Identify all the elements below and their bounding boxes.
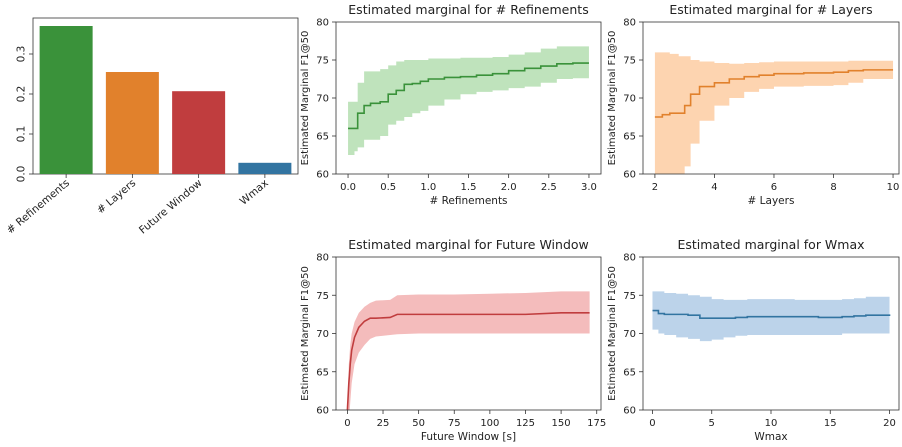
x-tick-label: 4 bbox=[711, 182, 717, 193]
y-tick-label: 75 bbox=[623, 56, 636, 67]
x-tick-label: 2.0 bbox=[501, 182, 517, 193]
y-tick-label: 60 bbox=[623, 406, 636, 417]
y-tick-label: 70 bbox=[623, 94, 636, 105]
x-tick-label: 0.5 bbox=[380, 182, 396, 193]
x-tick-label: 150 bbox=[552, 418, 571, 429]
x-tick-label: 3.0 bbox=[581, 182, 597, 193]
x-tick-label: 100 bbox=[480, 418, 499, 429]
marginal-refinements-plot: 0.0 0.5 1.0 1.5 2.0 2.5 3.0 60 65 70 75 80 Estimated… bbox=[300, 2, 602, 207]
confidence-band bbox=[348, 46, 589, 155]
marginal-layers-plot: 2 4 6 8 10 60 65 70 75 80 Estimated marginal for #… bbox=[607, 2, 900, 207]
y-axis-label: Estimated Marginal F1@50 bbox=[607, 31, 618, 166]
y-tick-label: 75 bbox=[316, 56, 329, 67]
y-tick-label: 60 bbox=[316, 406, 329, 417]
x-tick-label: 25 bbox=[377, 418, 390, 429]
x-tick-label: 0 bbox=[649, 418, 655, 429]
bar bbox=[105, 72, 159, 174]
x-tick-label: 5 bbox=[709, 418, 715, 429]
y-tick-label: 75 bbox=[623, 291, 636, 302]
x-tick-label: 20 bbox=[883, 418, 896, 429]
plot-title: Estimated marginal for # Refinements bbox=[348, 2, 588, 17]
y-tick-label: 65 bbox=[316, 367, 329, 378]
x-tick-label: 0.0 bbox=[340, 182, 356, 193]
marginal-wmax-plot: 0 5 10 15 20 60 65 70 75 80 Estimated marginal for… bbox=[607, 237, 900, 443]
x-tick-label: 175 bbox=[587, 418, 606, 429]
plot-frame bbox=[32, 17, 299, 175]
bar bbox=[238, 162, 292, 174]
x-axis-label: Future Window [s] bbox=[421, 431, 516, 443]
y-tick-label: 60 bbox=[316, 170, 329, 181]
y-tick-label: 80 bbox=[623, 253, 636, 264]
x-tick-label: 75 bbox=[448, 418, 461, 429]
y-tick-label: 65 bbox=[316, 132, 329, 143]
y-tick-label: 80 bbox=[623, 18, 636, 29]
x-axis-label: Wmax bbox=[754, 431, 787, 443]
x-tick-label: 2.5 bbox=[541, 182, 557, 193]
x-tick-label: 1.5 bbox=[461, 182, 477, 193]
x-tick-label: # Layers bbox=[95, 177, 139, 216]
y-tick-label: 0.1 bbox=[16, 126, 28, 143]
x-tick-label: 10 bbox=[765, 418, 778, 429]
series-line bbox=[652, 309, 891, 320]
x-tick-label: 125 bbox=[516, 418, 535, 429]
y-tick-label: 75 bbox=[316, 291, 329, 302]
x-tick-label: Wmax bbox=[238, 177, 271, 208]
bar bbox=[172, 91, 226, 174]
y-tick-label: 70 bbox=[623, 329, 636, 340]
marginal-future-window-plot: 0 25 50 75 100 125 150 175 60 65 70 75 80 Estimated m… bbox=[300, 237, 606, 443]
y-tick-label: 80 bbox=[316, 253, 329, 264]
x-axis-label: # Layers bbox=[748, 195, 795, 207]
x-tick-label: Future Window bbox=[137, 177, 205, 237]
bar bbox=[39, 26, 93, 174]
confidence-band bbox=[347, 291, 590, 410]
x-tick-label: 15 bbox=[824, 418, 837, 429]
y-tick-label: 0.2 bbox=[16, 86, 28, 103]
y-tick-label: 65 bbox=[623, 132, 636, 143]
y-tick-label: 0.0 bbox=[16, 166, 28, 183]
plot-title: Estimated marginal for Wmax bbox=[677, 237, 864, 252]
plot-title: Estimated marginal for Future Window bbox=[348, 237, 589, 252]
x-tick-label: # Refinements bbox=[5, 177, 73, 236]
y-axis-label: Estimated Marginal F1@50 bbox=[300, 266, 311, 401]
x-axis-label: # Refinements bbox=[429, 195, 507, 207]
series-line bbox=[346, 312, 590, 410]
y-tick-label: 60 bbox=[623, 170, 636, 181]
y-axis-label: Estimated Marginal F1@50 bbox=[300, 31, 311, 166]
x-tick-label: 2 bbox=[652, 182, 658, 193]
y-tick-label: 70 bbox=[316, 329, 329, 340]
x-tick-label: 8 bbox=[830, 182, 836, 193]
y-tick-label: 70 bbox=[316, 94, 329, 105]
y-tick-label: 65 bbox=[623, 367, 636, 378]
y-tick-label: 80 bbox=[316, 18, 329, 29]
x-tick-label: 50 bbox=[412, 418, 425, 429]
y-axis-label: Estimated Marginal F1@50 bbox=[607, 266, 618, 401]
plot-title: Estimated marginal for # Layers bbox=[669, 2, 872, 17]
x-tick-label: 6 bbox=[771, 182, 777, 193]
x-tick-label: 0 bbox=[344, 418, 350, 429]
x-tick-label: 1.0 bbox=[420, 182, 436, 193]
series-line bbox=[654, 69, 894, 118]
series-line bbox=[348, 62, 589, 130]
y-tick-label: 0.3 bbox=[16, 46, 28, 63]
x-tick-label: 10 bbox=[887, 182, 900, 193]
